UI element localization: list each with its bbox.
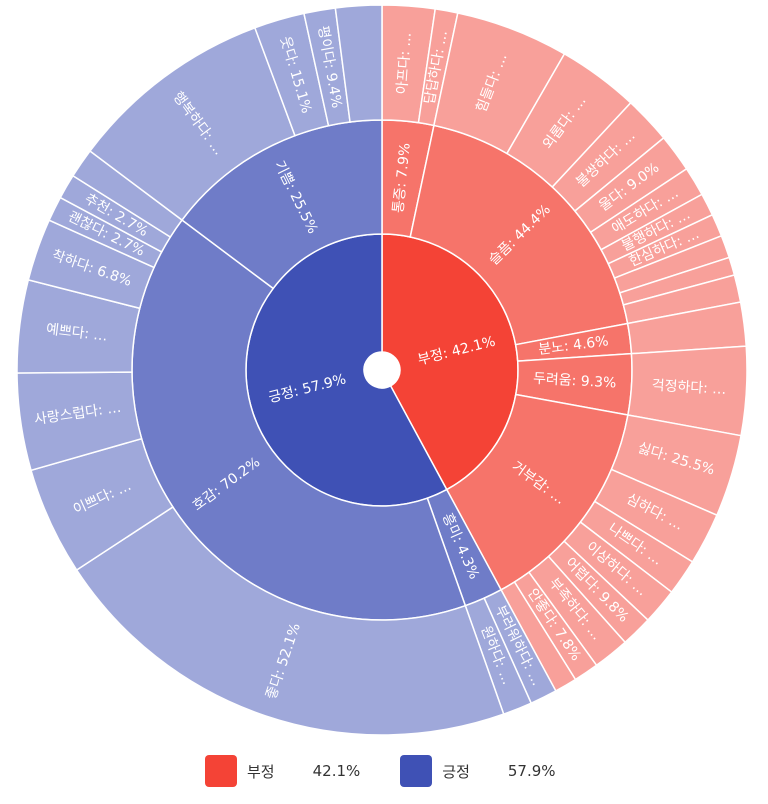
label-걱정하다: 걱정하다: … [651, 378, 726, 398]
legend-value-negative: 42.1% [312, 762, 361, 780]
label-두려움: 두려움: 9.3% [533, 371, 617, 392]
sunburst-segments [16, 4, 748, 736]
legend-item-negative[interactable]: 부정 42.1% [205, 755, 360, 787]
label-예쁘다: 예쁘다: … [45, 321, 108, 344]
label-통증: 통증: 7.9% [391, 142, 414, 214]
chart-legend: 부정 42.1% 긍정 57.9% [205, 755, 596, 787]
label-아프다: 아프다: … [394, 32, 414, 95]
center-hole [364, 352, 400, 388]
legend-value-positive: 57.9% [507, 762, 556, 780]
legend-label-positive: 긍정 [442, 762, 470, 781]
segment-좋다[interactable] [75, 505, 505, 736]
segment-unlabeled-2-3[interactable] [334, 4, 383, 123]
legend-label-negative: 부정 [247, 762, 275, 781]
legend-item-positive[interactable]: 긍정 57.9% [400, 755, 556, 787]
sunburst-chart: 부정: 42.1%통증: 7.9%아프다: … 답답하다: …슬픔: 44.4%힘… [16, 4, 748, 736]
legend-swatch-negative [205, 755, 237, 787]
legend-swatch-positive [400, 755, 433, 787]
